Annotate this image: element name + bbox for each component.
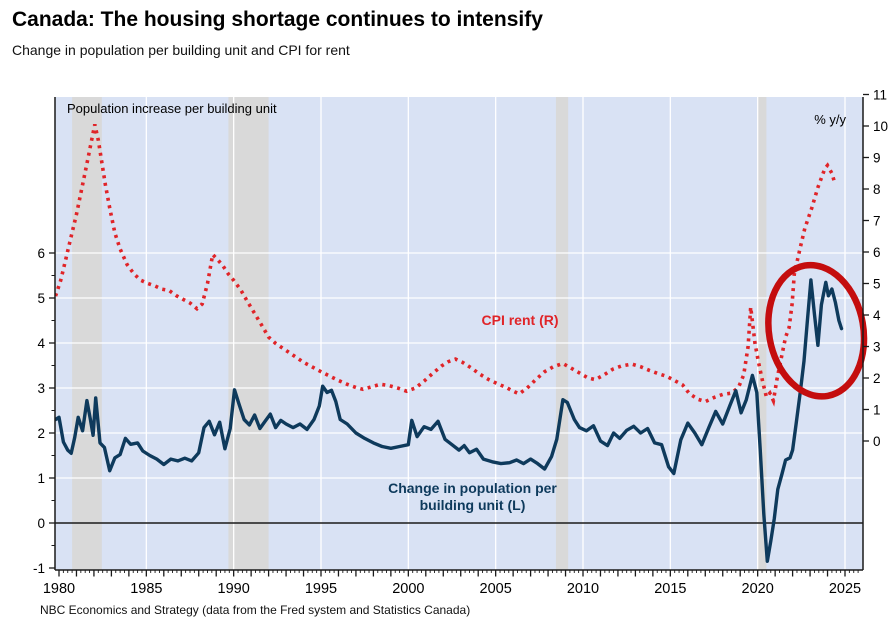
x-axis-tick-label: 1990 <box>218 581 250 597</box>
x-axis-tick-label: 2010 <box>567 581 599 597</box>
right-axis-tick-label: 2 <box>873 371 881 386</box>
plot-background <box>55 97 863 570</box>
right-axis-tick-label: 5 <box>873 277 881 292</box>
right-axis-tick-label: 0 <box>873 434 881 449</box>
recession-band <box>228 97 269 570</box>
x-axis-tick-label: 1995 <box>305 581 337 597</box>
left-axis-tick-label: 3 <box>37 381 45 396</box>
page-title: Canada: The housing shortage continues t… <box>12 8 543 31</box>
left-axis-tick-label: 1 <box>37 471 45 486</box>
right-axis-tick-label: 9 <box>873 151 881 166</box>
x-axis-tick-label: 2005 <box>480 581 512 597</box>
right-axis-tick-label: 7 <box>873 214 881 229</box>
x-axis-tick-label: 1980 <box>43 581 75 597</box>
right-axis-tick-label: 11 <box>873 88 887 103</box>
right-axis-tick-label: 3 <box>873 340 881 355</box>
population-line-label-line1: Change in population per <box>388 480 557 496</box>
recession-band <box>555 97 569 570</box>
x-axis-tick-label: 1985 <box>130 581 162 597</box>
population-line-label: Change in population per building unit (… <box>355 480 590 514</box>
left-axis-tick-label: 2 <box>37 426 45 441</box>
page-subtitle: Change in population per building unit a… <box>12 42 350 58</box>
x-axis-tick-label: 2020 <box>742 581 774 597</box>
x-axis-tick-label: 2015 <box>654 581 686 597</box>
right-axis-tick-label: 8 <box>873 182 881 197</box>
right-axis-tick-label: 1 <box>873 403 881 418</box>
units-label: % y/y <box>814 112 846 127</box>
x-axis-tick-label: 2000 <box>392 581 424 597</box>
recession-band <box>72 97 102 570</box>
left-axis-tick-label: 6 <box>37 246 45 261</box>
population-per-unit-line <box>55 278 844 563</box>
left-axis-tick-label: 5 <box>37 291 45 306</box>
recession-band <box>757 97 767 570</box>
population-line-label-line2: building unit (L) <box>419 497 526 513</box>
left-axis-tick-label: 0 <box>37 516 45 531</box>
x-axis-tick-label: 2025 <box>829 581 861 597</box>
right-axis-tick-label: 4 <box>873 308 881 323</box>
source-note: NBC Economics and Strategy (data from th… <box>40 603 471 617</box>
left-axis-tick-label: -1 <box>33 561 45 576</box>
cpi-rent-line-label: CPI rent (R) <box>481 312 559 328</box>
left-axis-tick-label: 4 <box>37 336 45 351</box>
right-axis-tick-label: 6 <box>873 245 881 260</box>
right-axis-tick-label: 10 <box>873 119 888 134</box>
series-note-label: Population increase per building unit <box>67 101 277 116</box>
